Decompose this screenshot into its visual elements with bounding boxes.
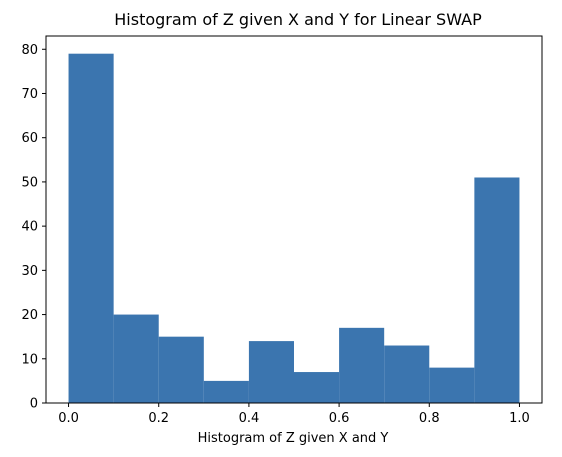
histogram-bar [248,341,294,403]
chart-title: Histogram of Z given X and Y for Linear … [114,10,482,29]
x-tick-label: 0.0 [58,411,79,426]
histogram-bar [158,336,204,403]
x-tick-label: 0.2 [148,411,169,426]
plot-frame [45,35,543,404]
histogram-bar [474,177,520,403]
y-tick-label: 50 [21,175,38,190]
y-tick-label: 60 [21,131,38,146]
y-tick-label: 0 [30,397,38,412]
x-tick-label: 0.4 [239,411,260,426]
histogram-bar [68,53,114,404]
x-tick-label: 0.6 [329,411,350,426]
x-tick-label: 1.0 [509,411,530,426]
y-tick-label: 80 [21,43,38,58]
y-tick-label: 30 [21,264,38,279]
histogram-bar [339,327,385,403]
histogram-bar [113,314,159,403]
histogram-bar [203,380,249,403]
bars-group [68,53,520,404]
x-axis-ticks: 0.0 0.2 0.4 0.6 0.8 1.0 [58,403,530,426]
x-tick-label: 0.8 [419,411,440,426]
histogram-bar [294,372,340,403]
y-tick-label: 20 [21,308,38,323]
y-tick-label: 10 [21,352,38,367]
y-axis-ticks: 0 10 20 30 40 50 60 70 80 [21,43,46,412]
y-tick-label: 40 [21,220,38,235]
x-axis-label: Histogram of Z given X and Y [198,431,389,446]
histogram-bar [384,345,430,403]
histogram-bar [429,367,475,403]
y-tick-label: 70 [21,87,38,102]
